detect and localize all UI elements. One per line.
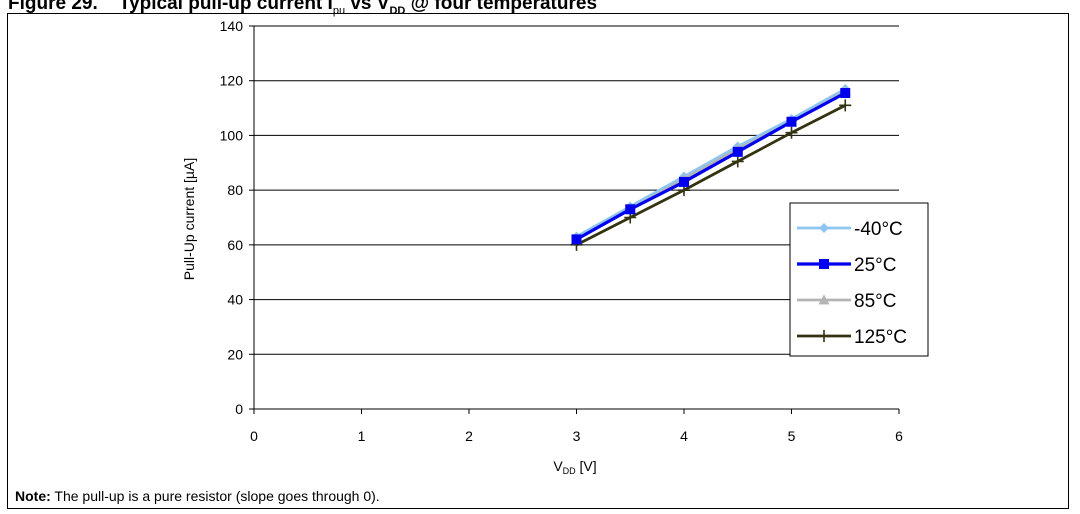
figure-label: Figure 29. [8, 0, 98, 14]
x-tick-label: 4 [680, 428, 688, 444]
y-tick-label: 40 [227, 292, 243, 308]
y-tick-label: 20 [227, 346, 243, 362]
y-axis-label: Pull-Up current [µA] [181, 158, 197, 280]
figure-frame [7, 13, 1069, 509]
y-tick-label: 140 [220, 18, 244, 34]
legend: -40°C 25°C 85°C 125°C [789, 202, 929, 357]
data-point-square [571, 234, 582, 245]
series-layer [570, 83, 852, 251]
y-tick-label: 80 [227, 182, 243, 198]
x-tick-label: 3 [573, 428, 581, 444]
y-tick-label: 120 [220, 73, 244, 89]
y-tick-label: 60 [227, 237, 243, 253]
legend-label: 25°C [854, 255, 896, 276]
data-point-square [732, 146, 743, 157]
figure-title-main: Typical pull-up current I [118, 0, 333, 14]
note-text: The pull-up is a pure resistor (slope go… [50, 488, 380, 504]
data-point-plus [839, 99, 852, 112]
data-point-triangle [818, 294, 830, 305]
legend-label: 85°C [854, 291, 896, 312]
legend-item: 85°C [797, 291, 896, 312]
legend-item: -40°C [797, 219, 903, 240]
legend-label: 125°C [854, 327, 907, 348]
data-point-square [679, 176, 689, 187]
note: Note: The pull-up is a pure resistor (sl… [15, 488, 380, 504]
legend-item: 125°C [797, 327, 907, 348]
data-point-square [786, 116, 797, 127]
x-tick-label: 5 [788, 428, 796, 444]
x-tick-label: 6 [895, 428, 903, 444]
figure-title: Figure 29. Typical pull-up current Ipu v… [8, 0, 597, 17]
x-axis-label-unit: [V] [576, 458, 597, 474]
series-line [575, 87, 846, 238]
data-point-plus [818, 330, 830, 342]
y-tick-label: 0 [235, 401, 243, 417]
x-axis-label-main: V [553, 458, 563, 474]
data-point-square [819, 259, 829, 269]
figure-title-mid: vs V [345, 0, 390, 14]
y-tick-label: 100 [220, 127, 244, 143]
data-point-plus [785, 126, 798, 139]
legend-item: 25°C [797, 255, 896, 276]
x-tick-label: 0 [250, 428, 258, 444]
series-25°C [571, 88, 851, 245]
data-point-diamond [819, 223, 829, 233]
x-axis-label-sub: DD [563, 466, 576, 476]
axes [249, 25, 900, 414]
data-point-square [840, 88, 851, 99]
x-axis-label: VDD [V] [553, 458, 596, 476]
x-tick-label: 2 [465, 428, 473, 444]
series-125°C [570, 99, 852, 251]
legend-label: -40°C [854, 219, 903, 240]
figure-title-end: @ four temperatures [405, 0, 598, 14]
data-point-square [625, 204, 636, 215]
series-line [575, 104, 846, 247]
tick-labels: 0 20 40 60 80 100 120 140 0 1 2 3 4 5 6 [220, 18, 903, 444]
x-tick-label: 1 [358, 428, 366, 444]
series-line [575, 91, 847, 241]
data-point-plus [731, 155, 744, 168]
note-label: Note: [15, 488, 51, 504]
